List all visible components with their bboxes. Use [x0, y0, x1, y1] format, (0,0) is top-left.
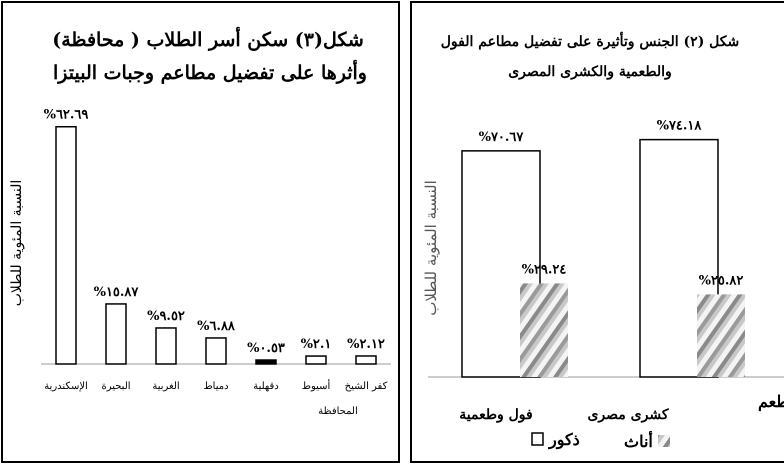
chart2-value-label: %٢٥.٨٢	[699, 273, 744, 288]
right-chart-panel: شكل (٢) الجنس وتأثيرة على تفضيل مطاعم ال…	[410, 1, 784, 463]
gender-bar-chart: شكل (٢) الجنس وتأثيرة على تفضيل مطاعم ال…	[422, 31, 784, 451]
chart1-category-label: دقهلية	[253, 381, 279, 392]
chart2-category-label: فول وطعمية	[459, 407, 532, 423]
chart2-value-label: %٧٠.٦٧	[479, 130, 525, 145]
chart1-value-label: %٦٢.٦٩	[44, 108, 89, 123]
chart1-value-label: %٢.١٢	[347, 337, 385, 352]
chart2-bar	[697, 294, 745, 377]
chart1-bar	[55, 125, 77, 365]
legend-swatch-male	[531, 432, 544, 446]
chart1-bar	[155, 327, 177, 365]
chart2-x-axis-label: ع المطعم	[758, 392, 784, 412]
governorate-bar-chart: شكل(٣) سكن أسر الطلاب ( محافظة) وأثرها ع…	[9, 26, 391, 417]
chart1-bar	[355, 355, 377, 365]
legend-swatch-female	[658, 435, 670, 447]
legend-label-female: أناث	[624, 430, 653, 451]
chart1-category-label: أسيوط	[302, 379, 331, 392]
chart2-bar	[520, 283, 568, 377]
chart1-category-label: كفر الشيخ	[345, 381, 388, 392]
chart1-value-label: %٠.٥٣	[247, 341, 285, 356]
chart1-bar	[205, 337, 227, 365]
chart2-category-label: كشرى مصرى	[587, 407, 668, 423]
chart1-value-label: %٢.١	[301, 337, 332, 352]
chart1-bar	[305, 355, 327, 365]
chart2-subtitle: والطعمية والكشرى المصرى	[508, 64, 672, 80]
chart2-legend: ذكور أناث	[531, 430, 670, 451]
chart1-category-label: الإسكندرية	[44, 381, 88, 392]
chart1-title: شكل(٣) سكن أسر الطلاب ( محافظة)	[52, 26, 364, 51]
chart1-value-label: %١٥.٨٧	[94, 285, 140, 300]
chart1-category-label: الغربية	[152, 381, 179, 392]
chart1-x-axis-label: المحافظة	[318, 406, 357, 417]
chart1-subtitle: وأثرها على تفضيل مطاعم وجبات البيتزا	[53, 59, 367, 84]
chart1-value-label: %٩.٥٢	[147, 309, 185, 324]
chart2-y-axis-label: النسبة المئوية للطلاب	[422, 180, 440, 316]
chart1-bar	[105, 303, 127, 365]
chart1-y-axis-label: النسبة المئوية للطلاب	[9, 180, 25, 307]
chart1-bar	[255, 359, 277, 365]
chart2-value-label: %٢٩.٢٤	[522, 262, 567, 277]
chart1-value-label: %٦.٨٨	[197, 319, 236, 334]
chart2-value-label: %٧٤.١٨	[657, 119, 703, 134]
legend-label-male: ذكور	[548, 430, 580, 450]
left-chart-panel: شكل(٣) سكن أسر الطلاب ( محافظة) وأثرها ع…	[1, 1, 400, 463]
chart1-category-label: دمياط	[203, 381, 228, 392]
chart2-title: شكل (٢) الجنس وتأثيرة على تفضيل مطاعم ال…	[441, 31, 740, 50]
chart1-category-label: البحيرة	[101, 381, 130, 392]
